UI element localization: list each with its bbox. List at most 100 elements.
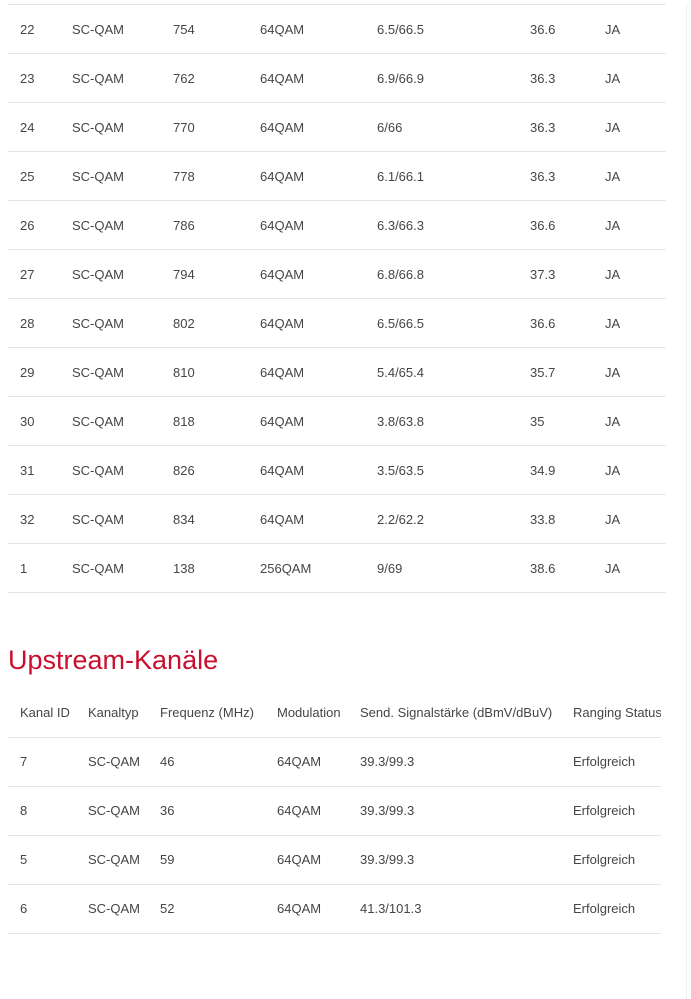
- table-cell: 52: [148, 884, 265, 934]
- table-cell: 37.3: [518, 249, 593, 299]
- table-cell: 59: [148, 835, 265, 885]
- table-cell: SC-QAM: [60, 298, 161, 348]
- table-cell: SC-QAM: [60, 102, 161, 152]
- table-cell: 27: [8, 249, 60, 299]
- table-cell: JA: [593, 347, 666, 397]
- table-cell: 256QAM: [248, 543, 365, 593]
- table-cell: 138: [161, 543, 248, 593]
- table-cell: JA: [593, 445, 666, 495]
- table-cell: 64QAM: [248, 4, 365, 54]
- table-cell: SC-QAM: [76, 737, 148, 787]
- table-row: 1 SC-QAM 138 256QAM 9/69 38.6 JA: [8, 543, 666, 593]
- table-row: 28 SC-QAM 802 64QAM 6.5/66.5 36.6 JA: [8, 298, 666, 348]
- table-cell: JA: [593, 494, 666, 544]
- table-cell: 28: [8, 298, 60, 348]
- table-cell: 36.3: [518, 151, 593, 201]
- table-cell: 36: [148, 786, 265, 836]
- table-cell: 36.6: [518, 200, 593, 250]
- table-cell: 23: [8, 53, 60, 103]
- table-cell: 5.4/65.4: [365, 347, 518, 397]
- table-cell: 1: [8, 543, 60, 593]
- table-cell: 64QAM: [248, 298, 365, 348]
- table-cell: 64QAM: [265, 835, 348, 885]
- table-cell: JA: [593, 249, 666, 299]
- table-cell: 762: [161, 53, 248, 103]
- table-cell: 6.5/66.5: [365, 4, 518, 54]
- table-cell: 30: [8, 396, 60, 446]
- table-cell: 9/69: [365, 543, 518, 593]
- table-row: 8 SC-QAM 36 64QAM 39.3/99.3 Erfolgreich: [8, 786, 661, 836]
- table-cell: 6.5/66.5: [365, 298, 518, 348]
- table-cell: SC-QAM: [60, 53, 161, 103]
- table-cell: JA: [593, 298, 666, 348]
- table-cell: SC-QAM: [76, 884, 148, 934]
- table-cell: 35: [518, 396, 593, 446]
- table-cell: SC-QAM: [76, 835, 148, 885]
- table-cell: 3.8/63.8: [365, 396, 518, 446]
- table-cell: 6.8/66.8: [365, 249, 518, 299]
- table-row: 6 SC-QAM 52 64QAM 41.3/101.3 Erfolgreich: [8, 884, 661, 934]
- column-header: Kanal ID: [8, 688, 76, 738]
- column-header: Send. Signalstärke (dBmV/dBuV): [348, 688, 561, 738]
- table-cell: Erfolgreich: [561, 786, 661, 836]
- table-cell: SC-QAM: [60, 494, 161, 544]
- table-cell: 36.3: [518, 53, 593, 103]
- downstream-table-body: 22 SC-QAM 754 64QAM 6.5/66.5 36.6 JA 23 SC-QAM 76…: [8, 4, 666, 593]
- table-cell: SC-QAM: [60, 151, 161, 201]
- table-cell: 64QAM: [265, 884, 348, 934]
- table-cell: 6/66: [365, 102, 518, 152]
- table-cell: SC-QAM: [60, 543, 161, 593]
- table-cell: 36.3: [518, 102, 593, 152]
- table-cell: 3.5/63.5: [365, 445, 518, 495]
- table-cell: SC-QAM: [60, 347, 161, 397]
- column-header: Ranging Status: [561, 688, 661, 738]
- table-cell: 36.6: [518, 298, 593, 348]
- table-cell: 64QAM: [265, 786, 348, 836]
- upstream-channels-table: Kanal ID Kanaltyp Frequenz (MHz) Modulation…: [8, 688, 661, 934]
- table-cell: JA: [593, 396, 666, 446]
- table-row: 7 SC-QAM 46 64QAM 39.3/99.3 Erfolgreich: [8, 737, 661, 787]
- upstream-header-row: Kanal ID Kanaltyp Frequenz (MHz) Modulation…: [8, 688, 661, 738]
- table-cell: 39.3/99.3: [348, 835, 561, 885]
- table-row: 26 SC-QAM 786 64QAM 6.3/66.3 36.6 JA: [8, 200, 666, 250]
- table-cell: 35.7: [518, 347, 593, 397]
- table-cell: SC-QAM: [60, 445, 161, 495]
- table-cell: 810: [161, 347, 248, 397]
- table-cell: 6.1/66.1: [365, 151, 518, 201]
- table-cell: 5: [8, 835, 76, 885]
- table-cell: 786: [161, 200, 248, 250]
- table-cell: 26: [8, 200, 60, 250]
- table-cell: 22: [8, 4, 60, 54]
- table-cell: 6.3/66.3: [365, 200, 518, 250]
- table-cell: Erfolgreich: [561, 884, 661, 934]
- table-cell: 64QAM: [265, 737, 348, 787]
- table-row: 27 SC-QAM 794 64QAM 6.8/66.8 37.3 JA: [8, 249, 666, 299]
- table-cell: 818: [161, 396, 248, 446]
- table-row: 5 SC-QAM 59 64QAM 39.3/99.3 Erfolgreich: [8, 835, 661, 885]
- table-cell: 770: [161, 102, 248, 152]
- table-row: 31 SC-QAM 826 64QAM 3.5/63.5 34.9 JA: [8, 445, 666, 495]
- table-cell: JA: [593, 102, 666, 152]
- table-cell: 826: [161, 445, 248, 495]
- table-cell: 64QAM: [248, 200, 365, 250]
- table-cell: 31: [8, 445, 60, 495]
- table-cell: 46: [148, 737, 265, 787]
- table-cell: 39.3/99.3: [348, 737, 561, 787]
- table-cell: 64QAM: [248, 347, 365, 397]
- table-cell: 6.9/66.9: [365, 53, 518, 103]
- table-cell: JA: [593, 4, 666, 54]
- table-cell: 24: [8, 102, 60, 152]
- table-cell: 33.8: [518, 494, 593, 544]
- table-row: 25 SC-QAM 778 64QAM 6.1/66.1 36.3 JA: [8, 151, 666, 201]
- table-cell: 834: [161, 494, 248, 544]
- table-cell: 64QAM: [248, 102, 365, 152]
- table-cell: 794: [161, 249, 248, 299]
- table-cell: 64QAM: [248, 249, 365, 299]
- table-row: 29 SC-QAM 810 64QAM 5.4/65.4 35.7 JA: [8, 347, 666, 397]
- table-cell: 36.6: [518, 4, 593, 54]
- table-cell: 6: [8, 884, 76, 934]
- table-cell: SC-QAM: [76, 786, 148, 836]
- table-cell: 25: [8, 151, 60, 201]
- column-header: Frequenz (MHz): [148, 688, 265, 738]
- table-cell: 64QAM: [248, 53, 365, 103]
